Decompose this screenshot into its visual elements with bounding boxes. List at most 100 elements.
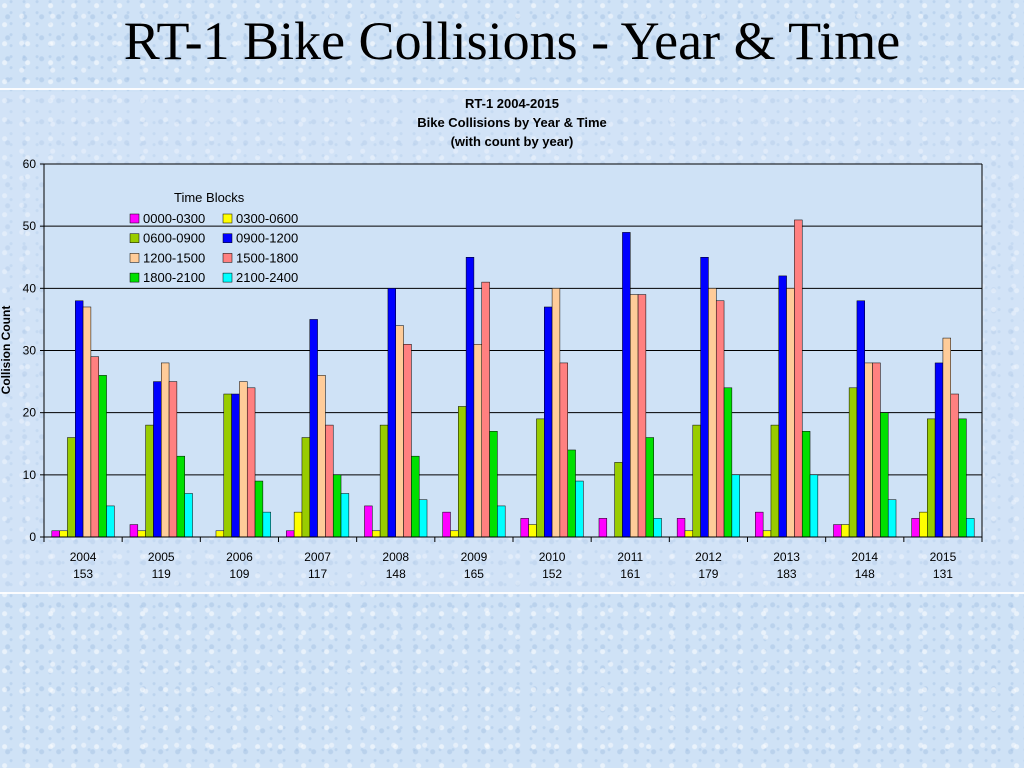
bar-0000-0300-2007 — [286, 530, 295, 538]
bar-0900-1200-2010 — [544, 306, 553, 538]
x-tick-label-year: 2006 — [226, 550, 253, 564]
bar-1200-1500-2014 — [864, 362, 873, 538]
bar-1200-1500-2004 — [82, 306, 92, 538]
x-tick-label-year: 2005 — [148, 550, 175, 564]
x-tick-label-count: 117 — [308, 567, 327, 581]
legend-label: 1800-2100 — [143, 270, 205, 285]
x-tick-label-count: 161 — [620, 567, 640, 581]
bar-1800-2100-2013 — [801, 431, 811, 538]
bar-0000-0300-2004 — [51, 530, 60, 538]
legend-swatch — [222, 233, 233, 243]
bar-2100-2400-2005 — [184, 493, 193, 538]
y-axis-label: Collision Count — [0, 306, 13, 395]
bar-1500-1800-2015 — [950, 393, 959, 538]
bar-0300-0600-2007 — [293, 511, 303, 538]
legend-label: 1200-1500 — [143, 250, 205, 265]
bar-0000-0300-2015 — [911, 518, 920, 538]
bar-1800-2100-2007 — [332, 474, 342, 538]
bar-0300-0600-2009 — [450, 530, 459, 538]
bar-1800-2100-2004 — [98, 375, 107, 538]
bar-0300-0600-2004 — [59, 530, 68, 538]
legend-swatch — [129, 253, 140, 263]
bar-1500-1800-2012 — [715, 300, 725, 538]
top-divider — [0, 88, 1024, 90]
bar-1200-1500-2007 — [317, 375, 326, 538]
bar-0300-0600-2008 — [372, 530, 381, 538]
x-tick-label-year: 2010 — [539, 550, 566, 564]
bar-0600-0900-2006 — [223, 393, 232, 538]
bar-0300-0600-2015 — [919, 511, 928, 538]
legend-swatch — [222, 253, 233, 263]
x-tick-label-year: 2008 — [382, 550, 409, 564]
y-tick-label: 30 — [23, 344, 37, 358]
legend-label: 0900-1200 — [236, 231, 298, 246]
legend-swatch — [222, 213, 233, 224]
bar-0900-1200-2009 — [465, 257, 475, 538]
bar-chart: 0 10 20 30 40 50 60 2004 153 2005 119 2006 109 2007 11… — [0, 96, 983, 581]
x-tick-label-count: 131 — [933, 567, 953, 581]
x-tick-label-year: 2004 — [70, 550, 97, 564]
bar-1500-1800-2004 — [90, 356, 99, 538]
x-tick-label-count: 153 — [73, 567, 93, 581]
bar-0600-0900-2009 — [458, 406, 467, 538]
bar-2100-2400-2006 — [262, 511, 271, 538]
y-tick-label: 60 — [23, 157, 37, 171]
bar-1200-1500-2009 — [473, 344, 482, 538]
y-tick-label: 50 — [23, 219, 37, 233]
bar-0600-0900-2005 — [145, 424, 154, 538]
bar-1500-1800-2010 — [559, 362, 568, 538]
legend-label: 1500-1800 — [236, 250, 298, 265]
bar-1800-2100-2005 — [176, 455, 185, 538]
bar-0900-1200-2008 — [387, 288, 396, 538]
x-tick-label-year: 2009 — [461, 550, 488, 564]
bottom-divider — [0, 592, 1024, 594]
bar-2100-2400-2011 — [653, 518, 662, 538]
x-tick-label-year: 2013 — [773, 550, 800, 564]
legend-label: 2100-2400 — [236, 270, 298, 285]
bar-0300-0600-2014 — [841, 524, 850, 538]
y-tick-label: 10 — [23, 468, 37, 482]
bar-1800-2100-2006 — [254, 480, 264, 538]
legend-swatch — [129, 213, 140, 224]
legend-swatch — [222, 272, 233, 283]
bar-0300-0600-2005 — [137, 530, 146, 538]
legend-swatch — [129, 272, 140, 283]
bar-0900-1200-2005 — [153, 381, 162, 538]
bar-0600-0900-2007 — [301, 437, 311, 538]
bar-0600-0900-2010 — [536, 418, 545, 538]
x-tick-label-count: 119 — [152, 567, 171, 581]
bar-0000-0300-2010 — [520, 518, 529, 538]
bar-1500-1800-2005 — [168, 381, 178, 538]
bar-1500-1800-2009 — [481, 281, 490, 538]
bar-2100-2400-2009 — [497, 505, 506, 538]
bar-0600-0900-2012 — [692, 424, 701, 538]
x-tick-label-count: 165 — [464, 567, 484, 581]
bar-0000-0300-2013 — [755, 511, 764, 538]
legend-label: 0000-0300 — [143, 211, 205, 226]
bar-0600-0900-2008 — [379, 424, 389, 538]
bar-0900-1200-2012 — [700, 257, 709, 538]
bar-0000-0300-2014 — [833, 524, 842, 538]
bar-1500-1800-2014 — [872, 362, 881, 538]
bar-0300-0600-2006 — [215, 530, 225, 538]
bar-0600-0900-2015 — [927, 418, 936, 538]
bar-0000-0300-2005 — [129, 524, 139, 538]
bar-2100-2400-2012 — [731, 474, 740, 538]
bar-0300-0600-2013 — [762, 530, 772, 538]
bar-0300-0600-2010 — [528, 524, 537, 538]
bar-0900-1200-2014 — [856, 300, 865, 538]
bar-1800-2100-2009 — [489, 431, 498, 538]
bar-1800-2100-2015 — [958, 418, 967, 538]
bar-0900-1200-2011 — [622, 232, 631, 538]
bar-0900-1200-2007 — [309, 319, 318, 538]
bar-1800-2100-2010 — [567, 449, 576, 538]
x-tick-label-year: 2007 — [304, 550, 331, 564]
legend-label: 0300-0600 — [236, 211, 298, 226]
x-tick-label-year: 2014 — [851, 550, 878, 564]
bar-0600-0900-2011 — [614, 462, 623, 538]
x-tick-label-year: 2011 — [617, 550, 643, 564]
y-tick-label: 20 — [23, 406, 37, 420]
bar-2100-2400-2010 — [575, 480, 584, 538]
bar-2100-2400-2007 — [340, 493, 350, 538]
x-tick-label-count: 183 — [777, 567, 797, 581]
